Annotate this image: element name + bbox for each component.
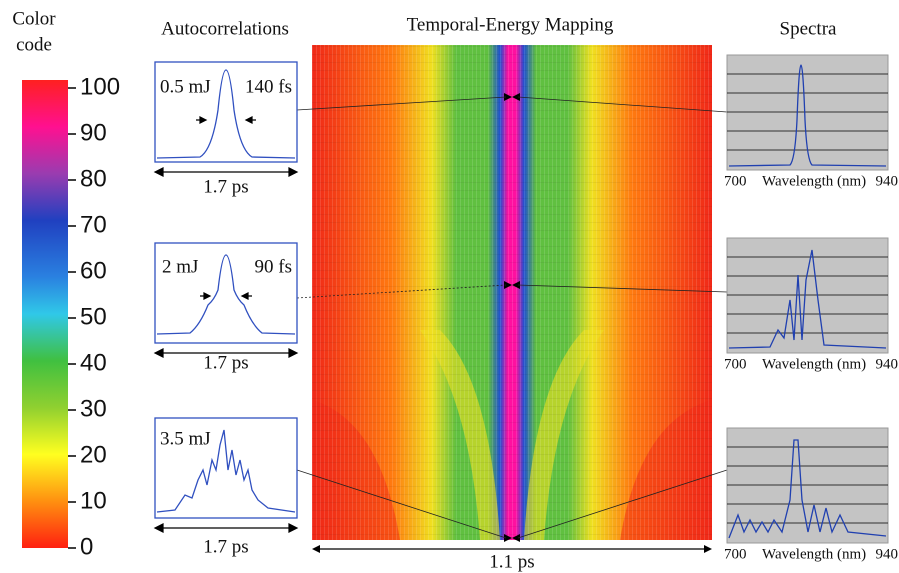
spectrum-x-label: Wavelength (nm) [762,356,866,372]
spectrum-x-max: 940 [876,173,899,189]
spectrum-x-min: 700 [724,173,747,189]
colorbar-tick-label: 0 [80,533,93,560]
colorbar-tick-label: 100 [80,73,120,100]
span-arrows [153,167,299,533]
spectrum-frame [726,427,889,544]
spectrum-traces [728,64,887,539]
width-arrows [196,116,256,300]
connectors [296,96,728,539]
heatmap-texture [312,45,712,540]
spectrum-x-max: 940 [876,546,899,562]
span-label: 1.7 ps [203,536,248,557]
energy-label: 0.5 mJ [160,76,211,97]
autocorrelation-frames [154,61,298,519]
colorbar-tick-label: 50 [80,303,107,330]
spectrum-x-label: Wavelength (nm) [762,173,866,189]
colorbar-tick-label: 70 [80,211,107,238]
colorbar-title: Color [12,8,56,29]
colorbar-tick-label: 20 [80,441,107,468]
markers [504,93,520,542]
colorbar [22,80,68,548]
colorbar-tick-label: 80 [80,165,107,192]
span-label: 1.1 ps [489,551,534,572]
span-label: 1.7 ps [203,176,248,197]
colorbar-tick-label: 40 [80,349,107,376]
spectrum-x-label: Wavelength (nm) [762,546,866,562]
colorbar-tick-label: 90 [80,119,107,146]
colorbar-title: code [16,34,52,55]
energy-label: 3.5 mJ [160,428,211,449]
width-label: 90 fs [255,256,292,277]
spectrum-x-max: 940 [876,356,899,372]
spectrum-x-min: 700 [724,356,747,372]
energy-label: 2 mJ [162,256,198,277]
panel-title: Autocorrelations [161,18,289,39]
colorbar-tick-label: 30 [80,395,107,422]
width-label: 140 fs [245,76,292,97]
colorbar-tick-label: 10 [80,487,107,514]
spectrum-x-min: 700 [724,546,747,562]
span-arrow [312,545,712,553]
colorbar-tick-label: 60 [80,257,107,284]
span-label: 1.7 ps [203,352,248,373]
panel-title: Spectra [780,18,838,39]
panel-title: Temporal-Energy Mapping [407,14,614,35]
spectrum-frame [726,237,889,354]
